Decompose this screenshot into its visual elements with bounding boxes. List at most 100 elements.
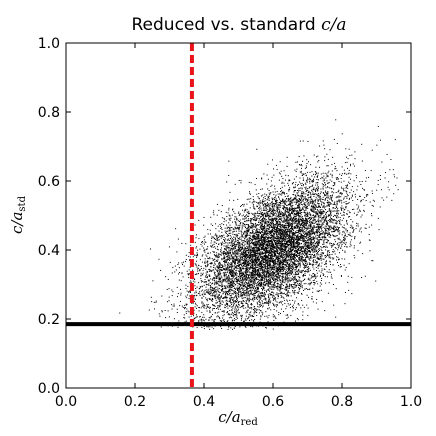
scatter-point [243, 320, 245, 322]
scatter-point [226, 303, 228, 305]
scatter-point [247, 291, 249, 293]
scatter-point [293, 257, 295, 259]
scatter-point [311, 233, 313, 235]
scatter-point [387, 186, 389, 188]
scatter-point [231, 271, 233, 273]
scatter-point [235, 277, 237, 279]
scatter-point [310, 255, 312, 257]
scatter-point [260, 239, 262, 241]
scatter-point [295, 247, 297, 249]
scatter-point [312, 238, 314, 240]
scatter-point [290, 273, 292, 275]
scatter-point [318, 249, 320, 251]
scatter-point [241, 228, 243, 230]
scatter-point [277, 227, 279, 229]
scatter-point [258, 213, 260, 215]
scatter-point [241, 231, 243, 233]
scatter-point [246, 245, 248, 247]
scatter-point [272, 220, 274, 222]
scatter-point [317, 241, 319, 243]
scatter-point [270, 212, 272, 214]
scatter-point [268, 299, 270, 301]
scatter-point [312, 193, 314, 195]
scatter-point [256, 259, 258, 261]
scatter-point [217, 270, 219, 272]
scatter-point [256, 193, 258, 195]
scatter-point [328, 252, 330, 254]
scatter-point [297, 222, 299, 224]
scatter-point [252, 240, 254, 242]
scatter-point [336, 170, 338, 172]
scatter-point [341, 202, 343, 204]
scatter-point [305, 188, 307, 190]
scatter-point [266, 201, 268, 203]
scatter-point [281, 282, 283, 284]
scatter-point [240, 250, 242, 252]
scatter-point [246, 294, 248, 296]
scatter-point [297, 230, 299, 232]
scatter-point [268, 260, 270, 262]
scatter-point [281, 244, 283, 246]
scatter-point [229, 218, 231, 220]
scatter-point [239, 326, 241, 328]
scatter-point [203, 216, 205, 218]
scatter-point [205, 266, 207, 268]
scatter-point [289, 226, 291, 228]
scatter-point [292, 232, 294, 234]
scatter-point [303, 247, 305, 249]
scatter-point [300, 231, 302, 233]
scatter-point [228, 277, 230, 279]
scatter-point [240, 306, 242, 308]
scatter-point [304, 204, 306, 206]
scatter-point [266, 264, 268, 266]
scatter-point [231, 266, 233, 268]
scatter-point [311, 180, 313, 182]
scatter-point [273, 295, 275, 297]
scatter-point [257, 202, 259, 204]
scatter-point [225, 291, 227, 293]
scatter-point [280, 237, 282, 239]
scatter-point [222, 292, 224, 294]
scatter-point [289, 245, 291, 247]
scatter-point [308, 244, 310, 246]
scatter-point [266, 315, 268, 317]
scatter-point [267, 285, 269, 287]
scatter-point [298, 155, 300, 157]
scatter-point [270, 282, 272, 284]
scatter-point [307, 231, 309, 233]
scatter-point [252, 297, 254, 299]
scatter-point [210, 292, 212, 294]
scatter-point [284, 288, 286, 290]
scatter-point [292, 257, 294, 259]
scatter-point [327, 182, 329, 184]
scatter-point [265, 302, 267, 304]
scatter-point [280, 262, 282, 264]
scatter-point [313, 225, 315, 227]
scatter-point [337, 238, 339, 240]
scatter-point [331, 218, 333, 220]
scatter-point [196, 273, 198, 275]
scatter-point [229, 286, 231, 288]
scatter-point [273, 276, 275, 278]
scatter-point [346, 222, 348, 224]
scatter-point [271, 184, 273, 186]
scatter-point [204, 235, 206, 237]
scatter-point [212, 298, 214, 300]
scatter-point [337, 259, 339, 261]
scatter-point [312, 242, 314, 244]
scatter-point [311, 171, 313, 173]
scatter-point [207, 261, 209, 263]
scatter-point [239, 243, 241, 245]
scatter-point [214, 277, 216, 279]
scatter-point [265, 240, 267, 242]
scatter-point [230, 258, 232, 260]
scatter-point [319, 210, 321, 212]
scatter-point [298, 303, 299, 305]
scatter-point [295, 190, 297, 191]
scatter-point [352, 163, 354, 165]
scatter-point [257, 246, 259, 248]
scatter-point [218, 270, 220, 272]
scatter-point [317, 234, 319, 236]
scatter-point [294, 247, 296, 249]
scatter-point [300, 172, 302, 174]
